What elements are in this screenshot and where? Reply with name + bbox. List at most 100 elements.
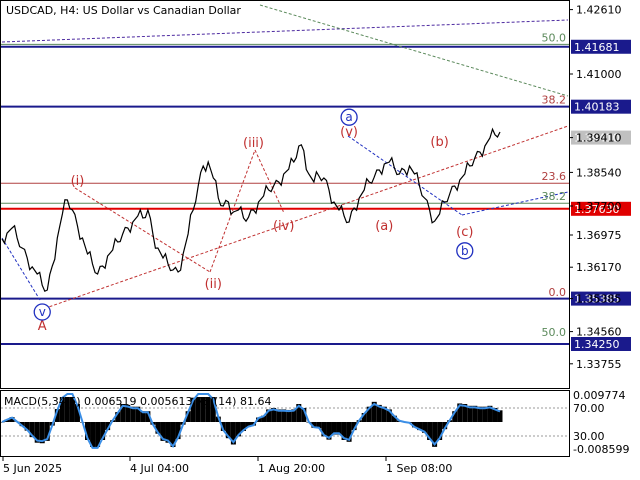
macd-bar xyxy=(165,422,171,443)
macd-bar xyxy=(371,401,377,422)
macd-bar xyxy=(105,422,111,431)
price-tag-label: 1.34250 xyxy=(574,338,620,351)
ind-axis-label: 30.00 xyxy=(573,430,605,443)
price-tag-label: 1.39410 xyxy=(574,132,620,145)
macd-bar xyxy=(125,404,131,422)
macd-bar xyxy=(190,397,196,422)
price-axis-label: 1.36170 xyxy=(576,261,622,274)
ind-axis-label: 70.00 xyxy=(573,402,605,415)
date-axis: 5 Jun 2025 4 Jul 04:00 1 Aug 20:00 1 Sep… xyxy=(2,457,452,475)
date-axis-label: 1 Sep 08:00 xyxy=(386,462,452,475)
blue-wave-line-2 xyxy=(461,191,569,216)
price-tag-box xyxy=(571,39,631,54)
price-axis-label: 1.34560 xyxy=(576,326,622,339)
macd-bar xyxy=(24,422,30,431)
macd-bar xyxy=(74,404,80,422)
macd-bar xyxy=(135,406,141,422)
wave-label: (i) xyxy=(71,174,85,189)
macd-bar xyxy=(115,412,121,422)
macd-bar xyxy=(386,409,392,422)
macd-bar xyxy=(437,422,443,440)
level-lines xyxy=(1,43,569,345)
macd-bar xyxy=(286,409,292,422)
macd-bar xyxy=(130,406,136,422)
macd-bar xyxy=(432,422,438,447)
price-axis-label: 1.38540 xyxy=(576,166,622,179)
price-axis-label: 1.42610 xyxy=(576,4,622,17)
macd-bar xyxy=(321,422,327,437)
rsi-line xyxy=(1,393,501,449)
wave-label: (v) xyxy=(340,125,358,140)
macd-bar xyxy=(276,409,282,422)
date-axis-label: 4 Jul 04:00 xyxy=(130,462,189,475)
ind-axis-label: -0.008599 xyxy=(573,443,629,456)
fib-level-label: 50.0 xyxy=(542,31,567,44)
macd-bar xyxy=(19,422,25,427)
fib-level-label: 38.2 xyxy=(542,190,567,203)
ind-axis-label: 0.009774 xyxy=(573,389,626,402)
blue-wave-line-0 xyxy=(1,237,41,301)
indicator-label: MACD(5,34,5) 0.006519 0.005613 RSI(14) 8… xyxy=(4,395,271,408)
price-series-line xyxy=(1,127,501,293)
price-panel xyxy=(0,0,570,389)
macd-bar xyxy=(482,406,488,422)
macd-bar xyxy=(391,415,397,422)
macd-bar xyxy=(34,422,40,443)
macd-bar xyxy=(64,397,70,422)
macd-bar xyxy=(235,422,241,437)
wave-label: (b) xyxy=(430,135,448,150)
macd-bar xyxy=(467,405,473,422)
fib-level-label: 38.2 xyxy=(542,94,567,107)
fib-level-label: 23.6 xyxy=(542,170,567,183)
macd-bar xyxy=(492,407,498,422)
circled-wave-marker xyxy=(340,108,358,126)
macd-bar xyxy=(230,422,236,445)
macd-bar xyxy=(331,422,337,435)
macd-bar xyxy=(487,405,493,422)
fib-level-label: 0.0 xyxy=(549,286,567,299)
macd-bar xyxy=(336,422,342,435)
macd-bar xyxy=(59,397,65,422)
macd-bar xyxy=(145,411,151,422)
macd-bar xyxy=(90,422,96,447)
macd-bar xyxy=(200,397,206,422)
red-wave-line-3 xyxy=(254,149,285,214)
macd-bar xyxy=(185,411,191,422)
circled-wave-label: b xyxy=(461,244,469,258)
macd-bar xyxy=(54,409,60,422)
price-tag-box xyxy=(571,337,631,351)
macd-bar xyxy=(462,404,468,422)
macd-bar xyxy=(422,422,428,433)
red-trend-line xyxy=(39,125,569,311)
macd-bar xyxy=(85,422,91,440)
macd-bar xyxy=(361,413,367,422)
macd-bar xyxy=(497,410,503,422)
macd-bar xyxy=(311,422,317,428)
price-axis-label: 1.39410 xyxy=(576,132,622,145)
macd-bar xyxy=(100,422,106,440)
macd-bar xyxy=(140,411,146,422)
indicator-axis: 0.009774 70.00 30.00 -0.008599 xyxy=(573,389,629,456)
macd-bar xyxy=(220,422,226,431)
macd-bar xyxy=(376,404,382,422)
price-axis-label: 1.35385 xyxy=(576,293,622,306)
red-wave-line-2 xyxy=(209,149,256,273)
macd-bar xyxy=(170,422,176,447)
macd-bar xyxy=(346,422,352,442)
price-tag-label: 1.40183 xyxy=(574,101,620,114)
wave-label: (a) xyxy=(375,219,393,234)
macd-bar xyxy=(316,422,322,429)
green-channel-line xyxy=(259,4,569,97)
wave-labels: (i) (ii) (iii) (iv) (v) (a) (b) (c) Aa b v xyxy=(33,108,474,334)
macd-bar xyxy=(210,397,216,422)
macd-bar xyxy=(155,422,161,434)
price-axis-label: 1.36975 xyxy=(576,229,622,242)
price-tag-label: 1.37630 xyxy=(574,203,620,216)
wave-label: (iv) xyxy=(273,219,294,234)
price-tag-label: 1.35385 xyxy=(574,293,620,306)
price-axis-label: 1.37700 xyxy=(576,200,622,213)
circled-wave-label: a xyxy=(345,110,352,124)
macd-bar xyxy=(366,406,372,422)
price-axis-label: 1.41000 xyxy=(576,68,622,81)
